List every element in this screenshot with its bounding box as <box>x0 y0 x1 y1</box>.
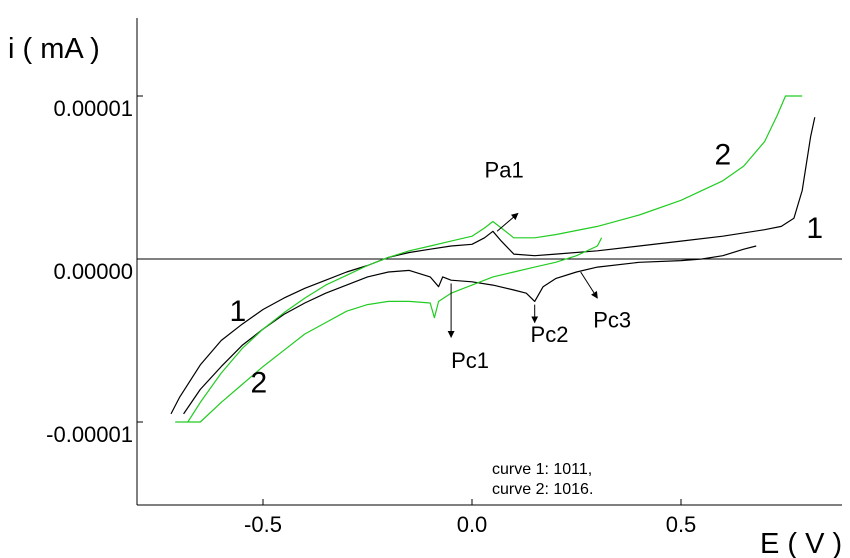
legend-line-1: curve 1: 1011, <box>492 461 592 478</box>
legend-line-2: curve 2: 1016. <box>492 481 593 498</box>
x-tick-label: 0.0 <box>457 512 488 537</box>
curve-number-label: 1 <box>230 295 247 328</box>
y-tick-label: 0.00001 <box>53 96 133 121</box>
ticks: -0.5 0.0 0.5 0.00001 0.00000 -0.00001 <box>46 95 697 537</box>
peak-label-pc1: Pc1 <box>451 348 489 373</box>
peak-label-pa1: Pa1 <box>485 158 524 183</box>
curve-2-reverse-scan <box>175 237 603 423</box>
curve-number-label: 1 <box>806 212 823 245</box>
axes <box>136 18 842 506</box>
peak-label-pc2: Pc2 <box>531 322 569 347</box>
curve-1-forward-scan <box>170 117 816 415</box>
curve-1-reverse-scan <box>183 245 757 415</box>
x-tick-label: -0.5 <box>244 512 282 537</box>
peak-arrow-pa1 <box>496 212 519 232</box>
x-tick-label: 0.5 <box>666 512 697 537</box>
curves <box>170 95 816 423</box>
annotations: Pa1 Pc1 Pc2 Pc3 1 1 2 2 <box>230 138 824 399</box>
x-axis-title: E ( V ) <box>760 528 842 558</box>
curve-2-forward-scan <box>187 95 803 423</box>
y-tick-label: -0.00001 <box>46 422 133 447</box>
y-axis-title: i ( mA ) <box>8 33 100 65</box>
y-tick-label: 0.00000 <box>53 259 133 284</box>
curve-number-label: 2 <box>250 367 267 400</box>
peak-arrow-pc3 <box>580 271 598 299</box>
peak-label-pc3: Pc3 <box>593 307 631 332</box>
curve-number-label: 2 <box>714 138 731 171</box>
